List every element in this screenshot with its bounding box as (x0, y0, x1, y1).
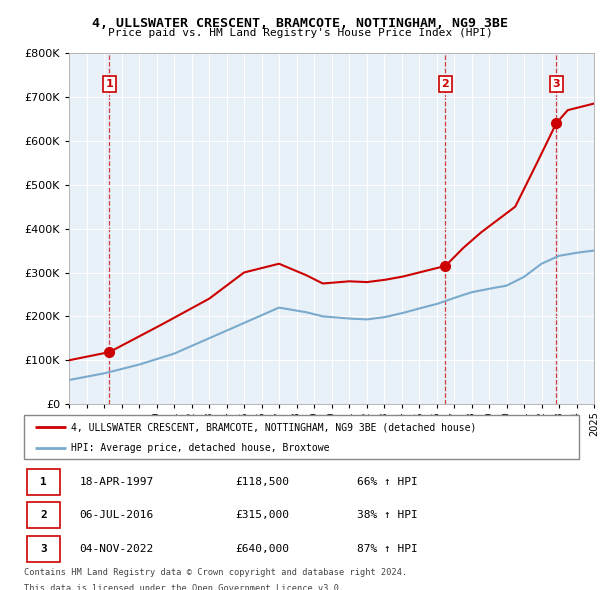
Text: £640,000: £640,000 (235, 544, 289, 554)
Text: 2: 2 (40, 510, 47, 520)
Text: £118,500: £118,500 (235, 477, 289, 487)
Text: 04-NOV-2022: 04-NOV-2022 (79, 544, 154, 554)
Text: 87% ↑ HPI: 87% ↑ HPI (357, 544, 418, 554)
Text: 06-JUL-2016: 06-JUL-2016 (79, 510, 154, 520)
Text: 66% ↑ HPI: 66% ↑ HPI (357, 477, 418, 487)
Text: HPI: Average price, detached house, Broxtowe: HPI: Average price, detached house, Brox… (71, 444, 329, 453)
Bar (27, 502, 60, 529)
Bar (27, 536, 60, 562)
Text: 38% ↑ HPI: 38% ↑ HPI (357, 510, 418, 520)
Text: 3: 3 (553, 79, 560, 89)
Text: Price paid vs. HM Land Registry's House Price Index (HPI): Price paid vs. HM Land Registry's House … (107, 28, 493, 38)
Bar (27, 468, 60, 495)
Text: £315,000: £315,000 (235, 510, 289, 520)
Text: 3: 3 (40, 544, 47, 554)
Text: 1: 1 (40, 477, 47, 487)
Text: This data is licensed under the Open Government Licence v3.0.: This data is licensed under the Open Gov… (24, 584, 344, 590)
Text: Contains HM Land Registry data © Crown copyright and database right 2024.: Contains HM Land Registry data © Crown c… (24, 568, 407, 576)
Text: 2: 2 (442, 79, 449, 89)
Text: 4, ULLSWATER CRESCENT, BRAMCOTE, NOTTINGHAM, NG9 3BE (detached house): 4, ULLSWATER CRESCENT, BRAMCOTE, NOTTING… (71, 422, 476, 432)
Text: 18-APR-1997: 18-APR-1997 (79, 477, 154, 487)
Text: 1: 1 (106, 79, 113, 89)
Text: 4, ULLSWATER CRESCENT, BRAMCOTE, NOTTINGHAM, NG9 3BE: 4, ULLSWATER CRESCENT, BRAMCOTE, NOTTING… (92, 17, 508, 30)
